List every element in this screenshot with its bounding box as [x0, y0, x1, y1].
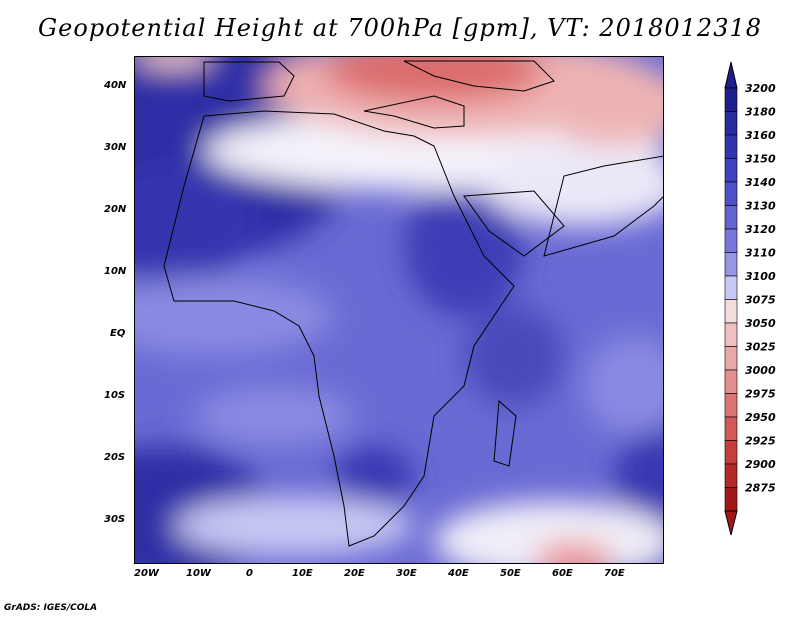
lon-label: 20E: [344, 568, 365, 579]
colorbar-label: 2950: [745, 411, 776, 424]
colorbar-label: 3075: [745, 294, 776, 307]
map-panel: [134, 56, 664, 564]
lat-label: 10N: [104, 266, 127, 277]
colorbar-swatch: [724, 322, 738, 347]
colorbar-swatch: [724, 369, 738, 394]
lon-label: 30E: [396, 568, 417, 579]
colorbar-label: 3025: [745, 341, 776, 354]
colorbar-label: 3130: [745, 200, 776, 213]
colorbar-swatch: [724, 158, 738, 183]
colorbar-swatch: [724, 87, 738, 112]
colorbar-label: 2900: [745, 458, 776, 471]
lon-label: 10W: [186, 568, 211, 579]
colorbar-top-arrow: [724, 61, 738, 89]
colorbar-swatch: [724, 463, 738, 488]
lat-label: 20N: [104, 204, 127, 215]
colorbar-swatch: [724, 275, 738, 300]
colorbar-label: 3180: [745, 106, 776, 119]
footer-credit: GrADS: IGES/COLA: [4, 603, 98, 613]
lat-label: 20S: [104, 452, 126, 463]
colorbar-swatch: [724, 346, 738, 371]
colorbar-label: 3050: [745, 317, 776, 330]
colorbar-label: 3120: [745, 223, 776, 236]
lon-label: 20W: [134, 568, 159, 579]
colorbar-swatch: [724, 416, 738, 441]
colorbar-label: 3160: [745, 129, 776, 142]
colorbar-label: 3100: [745, 270, 776, 283]
lon-label: 10E: [292, 568, 313, 579]
colorbar-swatch: [724, 134, 738, 159]
colorbar-swatch: [724, 205, 738, 230]
colorbar-swatch: [724, 181, 738, 206]
map-title: Geopotential Height at 700hPa [gpm], VT:…: [38, 14, 762, 42]
colorbar-swatch: [724, 228, 738, 253]
colorbar-label: 3140: [745, 176, 776, 189]
lon-label: 70E: [604, 568, 625, 579]
coastlines: [163, 60, 664, 547]
colorbar-label: 3000: [745, 364, 776, 377]
lon-label: 40E: [448, 568, 469, 579]
colorbar-swatch: [724, 487, 738, 512]
lat-label: 30N: [104, 142, 127, 153]
colorbar-label: 3150: [745, 153, 776, 166]
lat-label: 10S: [104, 390, 126, 401]
colorbar-label: 2975: [745, 388, 776, 401]
lat-label: EQ: [110, 328, 126, 339]
lat-label: 30S: [104, 514, 126, 525]
lon-label: 50E: [500, 568, 521, 579]
colorbar-swatch: [724, 252, 738, 277]
colorbar-swatch: [724, 440, 738, 465]
colorbar-label: 2875: [745, 482, 776, 495]
colorbar-label: 3200: [745, 82, 776, 95]
colorbar-label: 2925: [745, 435, 776, 448]
colorbar-swatch: [724, 299, 738, 324]
colorbar-swatch: [724, 393, 738, 418]
lon-label: 60E: [552, 568, 573, 579]
colorbar-bottom-arrow: [724, 510, 738, 536]
lat-label: 40N: [104, 80, 127, 91]
colorbar-label: 3110: [745, 247, 776, 260]
height-field: [134, 56, 664, 564]
colorbar-swatch: [724, 111, 738, 136]
lon-label: 0: [246, 568, 253, 579]
